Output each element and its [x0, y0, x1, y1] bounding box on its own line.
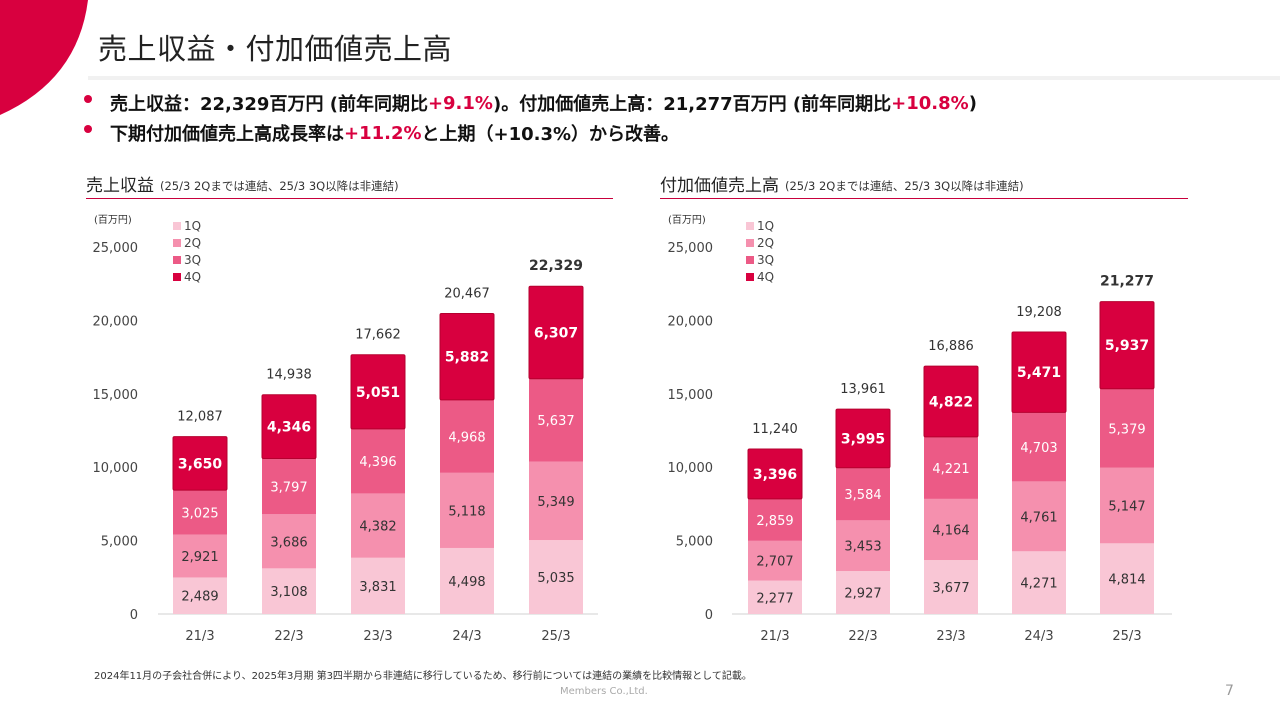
bullet-dot	[84, 95, 92, 103]
bar-segment-2q	[529, 461, 583, 541]
chart-title-text: 売上収益	[86, 176, 154, 196]
value-added-chart-panel: 付加価値売上高 (25/3 2Qまでは連結、25/3 3Q以降は非連結)	[660, 170, 1188, 199]
data-label-3q: 3,025	[181, 506, 218, 521]
chart-subtitle: (25/3 2Qまでは連結、25/3 3Q以降は非連結)	[785, 179, 1024, 193]
page-title: 売上収益・付加価値売上高	[98, 32, 453, 66]
bar-segment-3q	[351, 428, 405, 494]
x-tick-label: 25/3	[541, 629, 570, 644]
footnote: 2024年11月の子会社合併により、2025年3月期 第3四半期から非連結に移行…	[94, 671, 752, 682]
bar-segment-1q	[173, 577, 227, 614]
bullet-highlight: +10.8%	[891, 92, 969, 114]
data-label-4q: 4,346	[267, 420, 311, 436]
bar-segment-2q	[351, 493, 405, 558]
bullet-text: )	[968, 92, 977, 114]
bullet-text: 下期付加価値売上高成長率は	[110, 124, 344, 145]
data-label-2q: 2,921	[181, 550, 218, 565]
unit-label: (百万円)	[94, 214, 132, 226]
data-label-1q: 3,831	[359, 580, 396, 595]
y-tick-label: 25,000	[93, 241, 139, 256]
total-label: 12,087	[177, 410, 223, 425]
bar-segment-4q	[261, 394, 317, 460]
bar-segment-3q	[262, 458, 316, 515]
bullet-text: と上期（+10.3%）から改善。	[421, 124, 680, 145]
summary-bullets: 売上収益：22,329百万円 (前年同期比 +9.1%)。付加価値売上高：21,2…	[84, 88, 977, 148]
data-label-4q: 6,307	[534, 326, 578, 342]
x-tick-label: 23/3	[363, 629, 392, 644]
legend-label-1q: 1Q	[184, 219, 201, 233]
total-label: 14,938	[266, 368, 312, 383]
data-label-2q: 3,686	[270, 535, 307, 550]
data-label-1q: 4,498	[448, 575, 485, 590]
bar-segment-4q	[172, 436, 228, 491]
y-tick-label: 5,000	[101, 535, 138, 550]
y-tick-label: 0	[130, 608, 138, 623]
bar-segment-3q	[529, 378, 583, 462]
bullet-dot	[84, 125, 92, 133]
bullet-highlight: +9.1%	[427, 92, 493, 114]
y-tick-label: 10,000	[93, 461, 139, 476]
chart-title-rule	[660, 198, 1188, 199]
data-label-2q: 5,349	[537, 495, 574, 510]
x-tick-label: 24/3	[452, 629, 481, 644]
total-label: 20,467	[444, 287, 490, 302]
data-label-1q: 3,108	[270, 585, 307, 600]
bar-segment-1q	[440, 547, 494, 614]
bar-segment-3q	[440, 399, 494, 473]
data-label-3q: 4,968	[448, 430, 485, 445]
legend-swatch-4q	[173, 273, 181, 281]
bullet-text: 売上収益：22,329百万円 (前年同期比	[110, 94, 428, 115]
bar-segment-2q	[440, 472, 494, 548]
bar-segment-1q	[351, 557, 405, 614]
legend-label-2q: 2Q	[184, 236, 201, 250]
data-label-1q: 2,489	[181, 590, 218, 605]
chart-title: 売上収益 (25/3 2Qまでは連結、25/3 3Q以降は非連結)	[86, 170, 613, 196]
bar-segment-4q	[439, 313, 495, 401]
data-label-2q: 4,382	[359, 520, 396, 535]
page-number: 7	[1225, 683, 1234, 699]
legend-label-3q: 3Q	[184, 253, 201, 267]
total-label: 17,662	[355, 328, 401, 343]
bar-segment-4q	[350, 354, 406, 430]
data-label-3q: 4,396	[359, 455, 396, 470]
title-divider	[88, 76, 1280, 80]
bar-segment-1q	[262, 568, 316, 614]
corner-decoration	[0, 0, 88, 115]
chart-title: 付加価値売上高 (25/3 2Qまでは連結、25/3 3Q以降は非連結)	[660, 170, 1188, 196]
bar-segment-2q	[262, 514, 316, 569]
bar-segment-3q	[173, 490, 227, 535]
y-tick-label: 15,000	[93, 388, 139, 403]
revenue-chart-panel: 売上収益 (25/3 2Qまでは連結、25/3 3Q以降は非連結)	[86, 170, 613, 199]
x-tick-label: 22/3	[274, 629, 303, 644]
bar-segment-4q	[528, 285, 584, 380]
bullet-growth: 下期付加価値売上高成長率は +11.2% と上期（+10.3%）から改善。	[84, 118, 977, 148]
data-label-3q: 5,637	[537, 414, 574, 429]
bullet-revenue: 売上収益：22,329百万円 (前年同期比 +9.1%)。付加価値売上高：21,2…	[84, 88, 977, 118]
data-label-2q: 5,118	[448, 504, 485, 519]
data-label-4q: 5,051	[356, 385, 400, 401]
x-tick-label: 21/3	[185, 629, 214, 644]
chart-title-rule	[86, 198, 613, 199]
chart-title-text: 付加価値売上高	[660, 176, 779, 196]
chart-subtitle: (25/3 2Qまでは連結、25/3 3Q以降は非連結)	[160, 179, 399, 193]
bullet-text: )。付加価値売上高：21,277百万円 (前年同期比	[492, 94, 892, 115]
bar-segment-1q	[529, 540, 583, 614]
data-label-4q: 5,882	[445, 350, 489, 366]
data-label-3q: 3,797	[270, 480, 307, 495]
data-label-4q: 3,650	[178, 456, 223, 472]
legend-swatch-1q	[173, 222, 181, 230]
bullet-highlight: +11.2%	[344, 122, 422, 144]
legend-label-4q: 4Q	[184, 270, 201, 284]
legend-swatch-2q	[173, 239, 181, 247]
bar-segment-2q	[173, 534, 227, 578]
legend-swatch-3q	[173, 256, 181, 264]
y-tick-label: 20,000	[93, 314, 139, 329]
data-label-1q: 5,035	[537, 571, 574, 586]
company-name: Members Co.,Ltd.	[560, 686, 648, 697]
total-label: 22,329	[529, 258, 583, 274]
